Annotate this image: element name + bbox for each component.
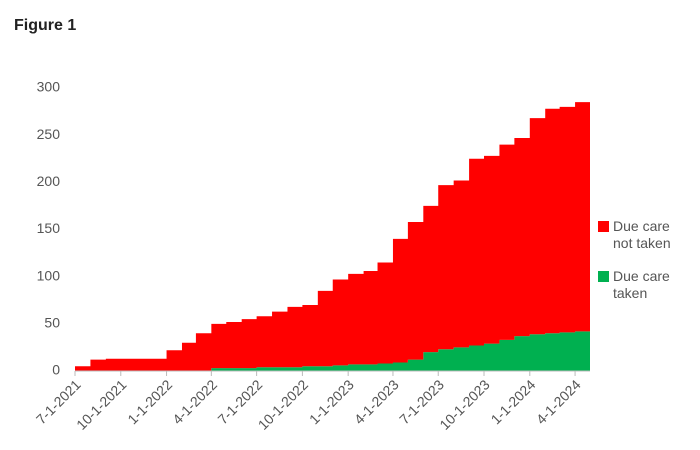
x-tick-label: 1-1-2023 (306, 376, 357, 427)
x-tick-label: 4-1-2022 (169, 376, 220, 427)
y-tick-label: 300 (37, 79, 61, 95)
y-tick-label: 100 (37, 267, 61, 283)
x-tick-label: 4-1-2024 (533, 376, 584, 427)
x-tick-label: 10-1-2022 (255, 376, 312, 433)
area (75, 97, 590, 371)
y-tick-label: 250 (37, 126, 61, 142)
x-tick-label: 10-1-2023 (436, 376, 493, 433)
legend-item: Due care not taken (598, 218, 685, 252)
y-tick-label: 0 (52, 362, 60, 378)
x-tick-label: 1-1-2024 (488, 376, 539, 427)
figure-title: Figure 1 (14, 17, 77, 34)
legend-swatch (598, 271, 609, 282)
x-tick-label: 4-1-2023 (351, 376, 402, 427)
legend-label: Due care not taken (613, 218, 671, 251)
area (75, 330, 590, 371)
x-tick-label: 1-1-2022 (124, 376, 175, 427)
legend-label: Due care taken (613, 268, 670, 301)
y-tick-label: 200 (37, 173, 61, 189)
x-tick-label: 10-1-2021 (73, 376, 130, 433)
y-tick-label: 150 (37, 220, 61, 236)
y-tick-label: 50 (44, 315, 60, 331)
legend-item: Due care taken (598, 268, 685, 302)
legend-swatch (598, 221, 609, 232)
